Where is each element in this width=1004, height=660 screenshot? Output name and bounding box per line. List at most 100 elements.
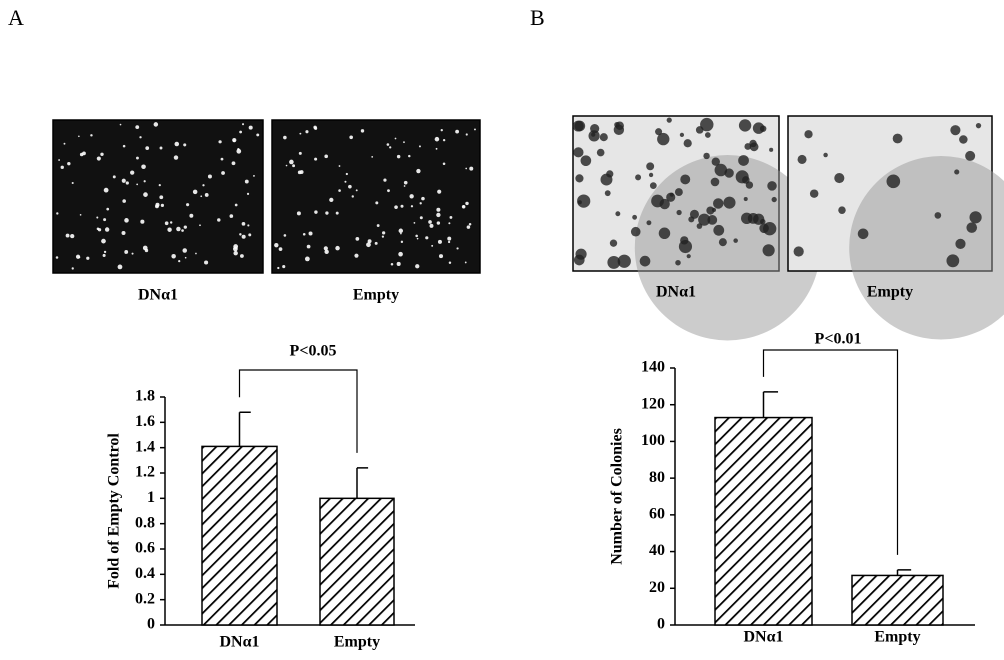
y-axis-label: Number of Colonies — [609, 428, 626, 565]
micrograph-spot — [274, 242, 279, 248]
micrograph-spot — [599, 133, 608, 142]
micrograph-spot — [344, 180, 347, 183]
micrograph-spot — [67, 161, 71, 166]
micrograph-spot — [169, 221, 173, 224]
y-tick-label: 1.6 — [135, 413, 155, 430]
micrograph-spot — [200, 195, 203, 198]
micrograph-spot — [698, 213, 711, 226]
micrograph-spot — [600, 173, 613, 186]
micrograph-spot — [436, 212, 441, 218]
micrograph-spot — [435, 147, 438, 150]
micrograph-spot — [60, 165, 64, 169]
y-tick-label: 0.4 — [135, 565, 155, 582]
micrograph-spot — [247, 224, 250, 227]
error-bar — [356, 467, 369, 499]
micrograph-spot — [240, 254, 244, 258]
micrograph-spot — [469, 166, 474, 171]
micrograph-spot — [934, 212, 942, 219]
y-tick-label: 60 — [649, 506, 665, 523]
micrograph-spot — [241, 222, 246, 226]
micrograph-spot — [428, 220, 432, 224]
micrograph-spot — [305, 130, 309, 134]
micrograph-spot — [857, 228, 869, 240]
micrograph-spot — [65, 233, 70, 238]
micrograph-spot — [465, 133, 468, 136]
significance-label: P<0.05 — [290, 343, 337, 360]
micrograph-spot — [714, 163, 728, 177]
micrograph-spot — [131, 252, 134, 255]
micrograph-spot — [302, 232, 306, 236]
micrograph-spot — [253, 174, 255, 177]
micrograph-spot — [415, 264, 420, 269]
micrograph-spot — [389, 146, 392, 149]
micrograph-spot — [465, 167, 468, 170]
micrograph-spot — [676, 209, 682, 216]
micrograph-spot — [804, 130, 813, 139]
micrograph-spot — [248, 233, 252, 237]
micrograph-spot — [413, 221, 416, 224]
micrograph-spot — [573, 254, 585, 266]
micrograph-spot — [296, 211, 301, 216]
micrograph-spot — [396, 261, 401, 266]
micrograph-spot — [666, 192, 676, 202]
micrograph-spot — [461, 204, 466, 209]
micrograph-spot — [374, 241, 378, 245]
micrograph-spot — [448, 222, 451, 225]
micrograph-spot — [738, 155, 749, 166]
micrograph-spot — [403, 141, 405, 144]
micrograph-spot — [436, 221, 441, 225]
micrograph-spot — [946, 254, 960, 268]
micrograph-spot — [124, 218, 129, 223]
micrograph-spot — [86, 256, 90, 260]
micrograph-spot — [419, 216, 423, 220]
micrograph-spot — [329, 197, 334, 203]
micrograph-spot — [767, 181, 777, 191]
micrograph-spot — [96, 156, 101, 161]
micrograph-spot — [759, 125, 767, 132]
micrograph-spot — [125, 181, 129, 185]
micrograph-spot — [617, 254, 631, 268]
micrograph-spot — [415, 234, 418, 238]
micrograph-spot — [723, 196, 736, 209]
micrograph-spot — [738, 119, 752, 132]
micrograph-spot — [314, 210, 318, 214]
micrograph-spot — [771, 196, 777, 203]
micrograph-spot — [354, 253, 359, 258]
y-tick-label: 140 — [641, 359, 665, 376]
micrograph-spot — [103, 218, 107, 222]
micrograph-spot — [204, 193, 209, 197]
y-tick-label: 0 — [147, 616, 155, 633]
micrograph-spot — [416, 237, 419, 240]
micrograph-spot — [649, 182, 657, 190]
micrograph-spot — [143, 192, 148, 197]
micrograph-spot — [103, 187, 109, 193]
micrograph-spot — [580, 155, 592, 166]
bar — [714, 416, 813, 626]
micrograph-spot — [448, 261, 452, 264]
micrograph-spot — [703, 152, 710, 160]
micrograph-spot — [141, 164, 146, 170]
micrograph-spot — [345, 172, 348, 176]
micrograph-spot — [442, 139, 446, 142]
micrograph-spot — [112, 175, 116, 179]
micrograph-spot — [78, 135, 80, 138]
micrograph-spot — [241, 234, 246, 239]
micrograph-spot — [440, 128, 443, 132]
y-tick-label: 0 — [657, 616, 665, 633]
micrograph-spot — [140, 219, 145, 224]
micrograph-spot — [760, 218, 766, 225]
micrograph-spot — [239, 233, 242, 236]
micrograph-spot — [71, 267, 74, 270]
micrograph-spot — [58, 159, 61, 161]
micrograph-spot — [248, 125, 253, 130]
x-tick-label: Empty — [874, 629, 920, 646]
micrograph-spot — [283, 135, 287, 140]
micrograph-spot — [447, 240, 451, 244]
micrograph-spot — [718, 238, 727, 247]
micrograph-spot — [419, 202, 422, 205]
micrograph-spot — [400, 204, 404, 208]
micrograph-spot — [969, 211, 982, 224]
micrograph-spot — [313, 125, 317, 130]
micrograph-spot — [174, 141, 180, 147]
micrograph-spot — [615, 121, 624, 130]
